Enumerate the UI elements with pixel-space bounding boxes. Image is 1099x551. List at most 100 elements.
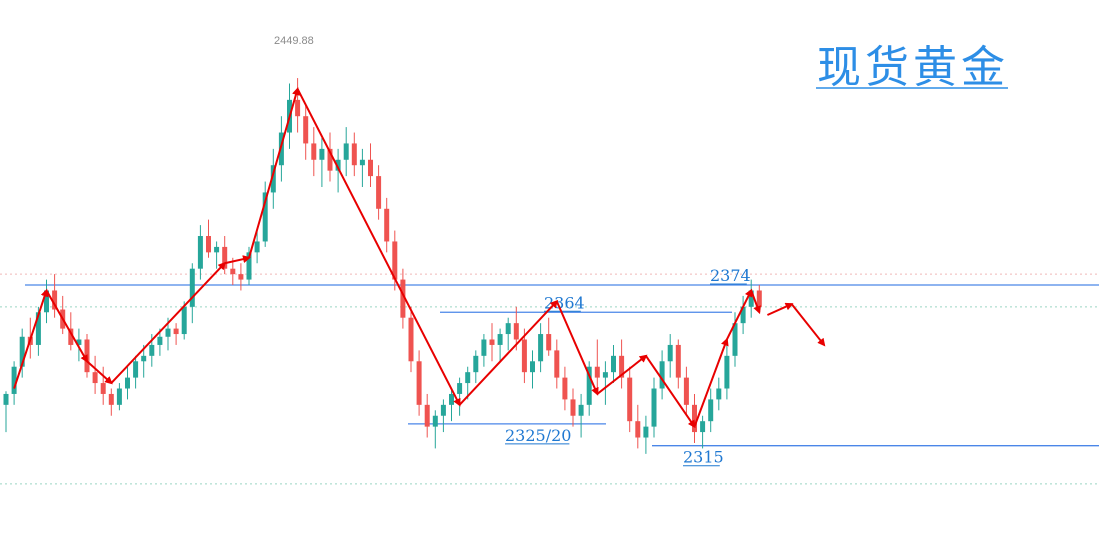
wave-arrow-segment bbox=[750, 290, 761, 315]
candle bbox=[327, 132, 333, 182]
candle-body bbox=[359, 159, 365, 166]
candle bbox=[92, 355, 98, 394]
candle-body bbox=[513, 323, 519, 340]
candle-body bbox=[619, 355, 625, 378]
candle-body bbox=[570, 399, 576, 416]
level-label: 2374 bbox=[710, 266, 751, 285]
candle bbox=[465, 366, 471, 400]
candle bbox=[116, 383, 122, 411]
candle bbox=[473, 350, 479, 384]
candle-body bbox=[133, 361, 139, 378]
candle bbox=[214, 241, 220, 269]
wave-arrows-layer bbox=[13, 87, 826, 429]
candle bbox=[416, 350, 422, 416]
candle bbox=[181, 301, 187, 340]
candle-body bbox=[262, 192, 268, 242]
candle-body bbox=[400, 279, 406, 318]
candle-body bbox=[311, 143, 317, 160]
candle-body bbox=[108, 393, 114, 405]
candle-body bbox=[708, 399, 714, 422]
candle-body bbox=[700, 421, 706, 433]
candle-body bbox=[473, 355, 479, 373]
candle-body bbox=[554, 350, 560, 378]
candle bbox=[546, 317, 552, 356]
candle-body bbox=[52, 290, 58, 310]
candle-body bbox=[635, 421, 641, 438]
candle bbox=[627, 366, 633, 433]
candle-body bbox=[351, 143, 357, 166]
candle-body bbox=[68, 328, 74, 345]
candle bbox=[384, 197, 390, 253]
candle-body bbox=[295, 99, 301, 117]
candle-body bbox=[489, 339, 495, 345]
candle-body bbox=[35, 312, 41, 345]
candle bbox=[521, 328, 527, 384]
candle bbox=[84, 334, 90, 378]
wave-arrow-segment bbox=[13, 288, 49, 389]
candle-body bbox=[165, 328, 171, 337]
candle bbox=[189, 263, 195, 324]
candle-body bbox=[214, 246, 220, 253]
candle bbox=[449, 388, 454, 422]
candle-body bbox=[335, 159, 341, 171]
candle bbox=[538, 323, 544, 373]
candle-body bbox=[724, 355, 730, 389]
candle bbox=[659, 350, 665, 400]
candle-body bbox=[530, 361, 535, 373]
wave-arrow-segment bbox=[596, 354, 648, 395]
candle bbox=[359, 148, 365, 187]
candle bbox=[52, 274, 58, 318]
candle bbox=[692, 393, 697, 443]
candle bbox=[246, 246, 252, 286]
candle bbox=[295, 78, 301, 133]
wave-arrow-segment bbox=[458, 299, 559, 406]
candle bbox=[173, 323, 179, 345]
candle-body bbox=[157, 336, 163, 345]
candles-layer bbox=[3, 78, 762, 454]
candle bbox=[368, 143, 373, 187]
candle-body bbox=[384, 208, 390, 242]
candle-body bbox=[11, 366, 17, 394]
candle bbox=[651, 377, 657, 438]
candle bbox=[700, 415, 706, 449]
candle bbox=[343, 127, 349, 177]
candle-body bbox=[206, 236, 211, 253]
candle bbox=[740, 295, 746, 335]
candle-body bbox=[238, 274, 244, 280]
candle-body bbox=[19, 336, 25, 367]
candle-body bbox=[92, 372, 98, 384]
candle-body bbox=[44, 290, 49, 313]
candle bbox=[19, 328, 25, 378]
wave-arrow-segment bbox=[726, 288, 753, 340]
candle bbox=[108, 388, 114, 416]
candle bbox=[602, 361, 608, 405]
candle bbox=[432, 410, 438, 449]
candle-body bbox=[125, 377, 130, 389]
candle-body bbox=[197, 236, 203, 269]
candle-body bbox=[732, 323, 738, 356]
candle-body bbox=[675, 344, 681, 378]
candle-body bbox=[683, 377, 689, 405]
candle bbox=[594, 339, 600, 389]
labels-layer: 现货黄金 2449.88 bbox=[274, 35, 1008, 93]
candle bbox=[400, 268, 406, 329]
candle bbox=[44, 279, 49, 324]
candle-body bbox=[116, 388, 122, 405]
level-label: 2315 bbox=[683, 448, 724, 467]
candle bbox=[335, 148, 341, 193]
candle bbox=[222, 236, 228, 275]
candle-body bbox=[594, 366, 600, 378]
wave-arrow-segment bbox=[224, 255, 251, 265]
candle bbox=[635, 404, 641, 449]
level-label: 2325/20 bbox=[505, 426, 571, 445]
candle-body bbox=[173, 328, 179, 335]
candle-body bbox=[659, 361, 665, 389]
candle-body bbox=[505, 323, 511, 335]
wave-arrow-segment bbox=[110, 261, 227, 384]
candle bbox=[667, 334, 673, 378]
candle-body bbox=[627, 377, 633, 422]
wave-arrow-segment bbox=[45, 289, 88, 364]
candle-body bbox=[578, 404, 584, 416]
candle-body bbox=[465, 372, 471, 384]
candle-body bbox=[76, 339, 82, 345]
